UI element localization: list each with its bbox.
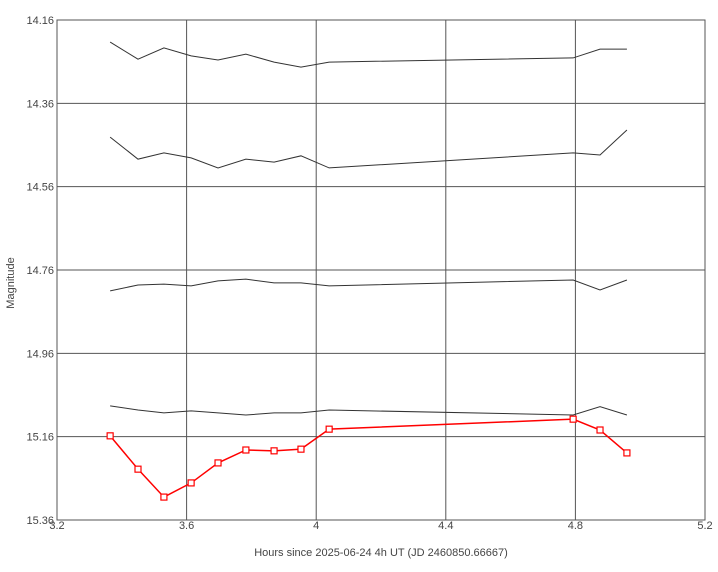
x-axis-label: Hours since 2025-06-24 4h UT (JD 2460850…	[254, 547, 508, 559]
series-line	[109, 129, 628, 169]
point-marker	[214, 459, 222, 467]
point-marker	[270, 447, 278, 455]
y-axis-label: Magnitude	[5, 257, 17, 308]
series-line	[110, 405, 628, 416]
y-tick-label: 14.76	[26, 265, 54, 277]
point-marker	[187, 479, 195, 487]
series-line	[109, 418, 628, 499]
x-tick-label: 4.4	[438, 520, 453, 532]
y-tick-label: 15.36	[26, 515, 54, 527]
point-marker	[106, 432, 114, 440]
x-tick-label: 3.6	[179, 520, 194, 532]
point-marker	[325, 425, 333, 433]
y-tick-label: 14.96	[26, 348, 54, 360]
point-marker	[297, 445, 305, 453]
point-marker	[596, 426, 604, 434]
y-tick-label: 14.56	[26, 182, 54, 194]
point-marker	[134, 465, 142, 473]
point-marker	[623, 449, 631, 457]
y-tick-label: 14.16	[26, 15, 54, 27]
series-line	[110, 278, 628, 292]
point-marker	[569, 415, 577, 423]
x-tick-label: 4.8	[568, 520, 583, 532]
y-tick-label: 15.16	[26, 432, 54, 444]
y-tick-label: 14.36	[26, 98, 54, 110]
point-marker	[160, 493, 168, 501]
series-line	[109, 41, 627, 68]
x-tick-label: 5.2	[697, 520, 712, 532]
x-tick-label: 3.2	[49, 520, 64, 532]
x-tick-label: 4	[313, 520, 319, 532]
point-marker	[242, 446, 250, 454]
